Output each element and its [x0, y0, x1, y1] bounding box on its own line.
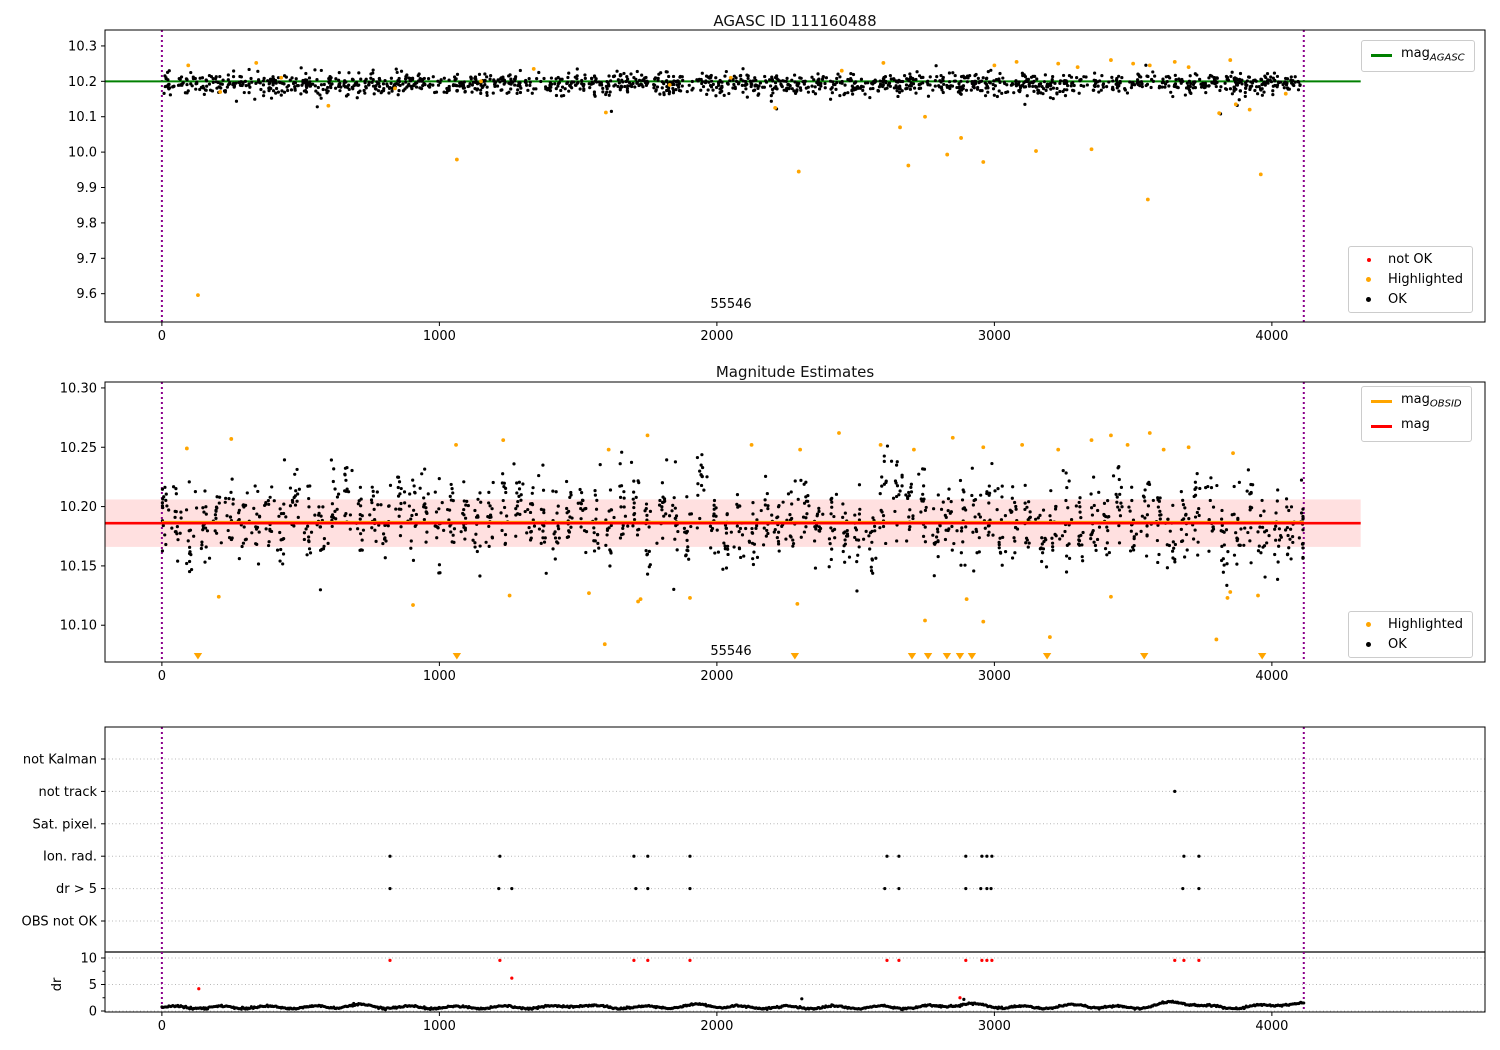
tick-label: OBS not OK — [22, 915, 98, 930]
x-ticks: 0 1000 2000 3000 4000 — [158, 1012, 1288, 1034]
bottom-chart-axes: 0 1000 2000 3000 4000 not Kalman not track Sat.… — [22, 726, 1486, 1034]
axes-border — [104, 726, 1486, 1013]
middle-chart-svg: 0 1000 2000 3000 400010.1010.1510.2010.2510.… — [60, 381, 1486, 684]
bottom-chart-svg: 0 1000 2000 3000 4000 not Kalman not track Sat.… — [22, 726, 1486, 1034]
legend-label: not OK — [1388, 252, 1433, 267]
tick-label: not track — [38, 785, 97, 800]
legend-top-markers[interactable]: not OK Highlighted OK — [1348, 246, 1473, 313]
legend-row-mag-agasc: magAGASC — [1371, 45, 1465, 67]
orange-dot-marker — [1358, 622, 1379, 627]
y-ticks: 10.10 10.15 10.20 10.25 10.30 — [60, 381, 105, 634]
x-ticks: 0 1000 2000 3000 4000 — [158, 322, 1288, 344]
legend-row-ok: OK — [1358, 636, 1463, 653]
tick-label: 10.2 — [68, 75, 97, 90]
tick-label: 2000 — [700, 329, 733, 344]
tick-label: 10.3 — [68, 39, 97, 54]
tick-label: 1000 — [423, 669, 456, 684]
top-obsid-label: 55546 — [710, 297, 752, 312]
top-chart-axes: 0 1000 2000 3000 4000 9.6 9.7 9.8 9.9 10.0 10.1 10.… — [68, 29, 1486, 344]
tick-label: 9.8 — [76, 216, 97, 231]
legend-row-ok: OK — [1358, 291, 1463, 308]
tick-label: 4000 — [1255, 669, 1288, 684]
dr-trace-points — [160, 997, 1306, 1012]
tick-label: 2000 — [700, 1019, 733, 1034]
gridlines — [105, 758, 1485, 1012]
tick-label: 2000 — [700, 669, 733, 684]
ok-points — [160, 444, 1305, 593]
legend-label: magOBSID — [1401, 392, 1462, 410]
tick-label: 9.6 — [76, 287, 97, 302]
legend-mag-lines[interactable]: magOBSID mag — [1361, 386, 1472, 443]
orange-dot-marker — [1358, 277, 1379, 282]
dr-axis-label: dr — [50, 977, 65, 991]
black-dot-marker — [1358, 297, 1379, 302]
tick-label: 10.1 — [68, 110, 97, 125]
tick-label: 1000 — [423, 329, 456, 344]
tick-label: 5 — [89, 978, 97, 993]
tick-label: 4000 — [1255, 329, 1288, 344]
middle-chart-axes: 0 1000 2000 3000 4000 10.10 10.15 10.20 10.25 10.… — [60, 381, 1486, 684]
top-chart-title: AGASC ID 111160488 — [713, 12, 877, 30]
tick-label: 3000 — [978, 329, 1011, 344]
tick-label: Sat. pixel. — [33, 817, 97, 832]
tick-label: 10.15 — [60, 559, 97, 574]
legend-row-highlighted: Highlighted — [1358, 616, 1463, 633]
flag-points — [388, 789, 1201, 891]
x-ticks: 0 1000 2000 3000 4000 — [158, 662, 1288, 684]
tick-label: dr > 5 — [56, 882, 97, 897]
tick-label: 0 — [158, 669, 166, 684]
legend-middle-markers[interactable]: Highlighted OK — [1348, 611, 1473, 658]
legend-label: magAGASC — [1401, 46, 1465, 64]
tick-label: 0 — [158, 1019, 166, 1034]
highlighted-points — [186, 58, 1288, 298]
y-ticks: 9.6 9.7 9.8 9.9 10.0 10.1 10.2 10.3 — [68, 39, 105, 302]
legend-label: OK — [1388, 292, 1407, 307]
tick-label: 0 — [158, 329, 166, 344]
legend-label: Highlighted — [1388, 617, 1463, 632]
tick-label: 3000 — [978, 1019, 1011, 1034]
tick-label: 0 — [89, 1005, 97, 1020]
axes-border — [104, 381, 1486, 663]
tick-label: 9.7 — [76, 252, 97, 267]
tick-label: 4000 — [1255, 1019, 1288, 1034]
ok-points — [162, 63, 1302, 116]
axes-border — [104, 29, 1486, 323]
dr-not-ok-points — [197, 958, 1201, 1000]
legend-label: Highlighted — [1388, 272, 1463, 287]
clipped-low-markers — [193, 653, 1267, 660]
highlighted-points — [184, 431, 1260, 647]
red-line-marker — [1371, 424, 1392, 428]
legend-row-not-ok: not OK — [1358, 251, 1463, 268]
tick-label: 10.25 — [60, 441, 97, 456]
tick-label: 10 — [80, 952, 97, 967]
orange-line-marker — [1371, 400, 1392, 404]
tick-label: 1000 — [423, 1019, 456, 1034]
red-dot-marker — [1358, 257, 1379, 262]
middle-chart-title: Magnitude Estimates — [715, 363, 875, 381]
legend-row-mag-obsid: magOBSID — [1371, 391, 1462, 413]
tick-label: 10.20 — [60, 500, 97, 515]
black-dot-marker — [1358, 642, 1379, 647]
tick-label: 3000 — [978, 669, 1011, 684]
tick-label: not Kalman — [23, 753, 97, 768]
legend-mag-agasc[interactable]: magAGASC — [1361, 40, 1475, 72]
legend-row-mag: mag — [1371, 416, 1462, 438]
legend-label: mag — [1401, 416, 1430, 432]
tick-label: 10.10 — [60, 619, 97, 634]
tick-label: 9.9 — [76, 181, 97, 196]
legend-label: OK — [1388, 637, 1407, 652]
tick-label: 10.30 — [60, 381, 97, 396]
top-chart-svg: 0 1000 2000 3000 4000 9.6 9.7 9.8 9.9 10.0 10.1 10.… — [68, 29, 1486, 344]
tick-label: Ion. rad. — [43, 850, 97, 865]
middle-obsid-label: 55546 — [710, 644, 752, 659]
tick-label: 10.0 — [68, 146, 97, 161]
green-line-marker — [1371, 54, 1392, 58]
legend-row-highlighted: Highlighted — [1358, 271, 1463, 288]
category-labels: not Kalman not track Sat. pixel. Ion. rad. d… — [22, 753, 105, 1020]
